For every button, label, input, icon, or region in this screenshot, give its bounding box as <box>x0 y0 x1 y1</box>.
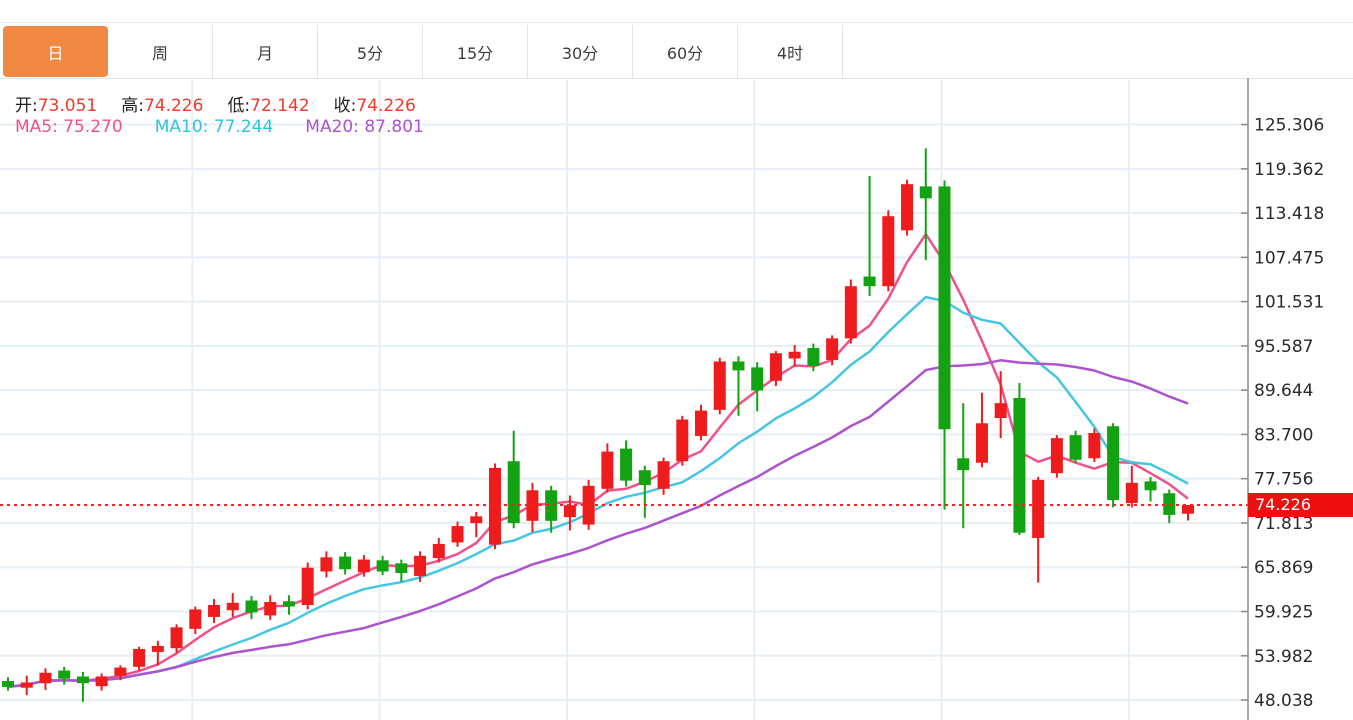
price-axis-label: 89.644 <box>1254 381 1313 401</box>
candlesticks <box>2 148 1194 702</box>
close-value: 74.226 <box>356 96 416 116</box>
price-axis-label: 65.869 <box>1254 558 1313 578</box>
open-value: 73.051 <box>37 96 98 116</box>
ma20-value: MA20: 87.801 <box>305 117 424 137</box>
price-axis-label: 53.982 <box>1254 647 1313 667</box>
high-value: 74.226 <box>143 96 204 116</box>
ma20-line <box>7 359 1189 689</box>
tabbar-bottom-border <box>0 78 1353 79</box>
timeframe-tabbar: 日 周 月 5分 15分 30分 60分 4时 <box>3 25 843 78</box>
price-axis-label: 71.813 <box>1254 514 1313 534</box>
tab-month[interactable]: 月 <box>213 25 318 78</box>
low-item: 低:72.142 <box>227 96 310 116</box>
close-item: 收:74.226 <box>333 96 416 116</box>
tab-day[interactable]: 日 <box>3 26 108 77</box>
ma5-value: MA5: 75.270 <box>15 117 123 137</box>
grid-lines <box>0 80 1248 720</box>
tab-30min[interactable]: 30分 <box>528 25 633 78</box>
price-axis-label: 119.362 <box>1254 160 1324 180</box>
price-axis-label: 83.700 <box>1254 425 1313 445</box>
tab-week[interactable]: 周 <box>108 25 213 78</box>
high-item: 高:74.226 <box>121 96 204 116</box>
ma10-line <box>7 295 1189 689</box>
ma10-value: MA10: 77.244 <box>154 117 274 137</box>
price-axis-label: 125.306 <box>1254 116 1324 136</box>
tab-4hour[interactable]: 4时 <box>738 25 843 78</box>
price-axis-label: 77.756 <box>1254 470 1313 490</box>
ohlc-legend: 开:73.051 高:74.226 低:72.142 收:74.226 <box>15 91 416 116</box>
tab-60min[interactable]: 60分 <box>633 25 738 78</box>
last-price-tag: 74.226 <box>1248 493 1353 517</box>
tab-15min[interactable]: 15分 <box>423 25 528 78</box>
price-axis-label: 59.925 <box>1254 603 1313 623</box>
price-axis-label: 48.038 <box>1254 691 1313 711</box>
price-axis-label: 107.475 <box>1254 248 1324 268</box>
price-axis-label: 113.418 <box>1254 204 1324 224</box>
open-item: 开:73.051 <box>15 96 98 116</box>
price-axis-label: 95.587 <box>1254 337 1313 357</box>
ma-legend: MA5: 75.270 MA10: 77.244 MA20: 87.801 <box>15 117 424 137</box>
tab-5min[interactable]: 5分 <box>318 25 423 78</box>
top-divider <box>0 22 1353 23</box>
price-axis-label: 101.531 <box>1254 293 1324 313</box>
low-value: 72.142 <box>250 96 310 116</box>
